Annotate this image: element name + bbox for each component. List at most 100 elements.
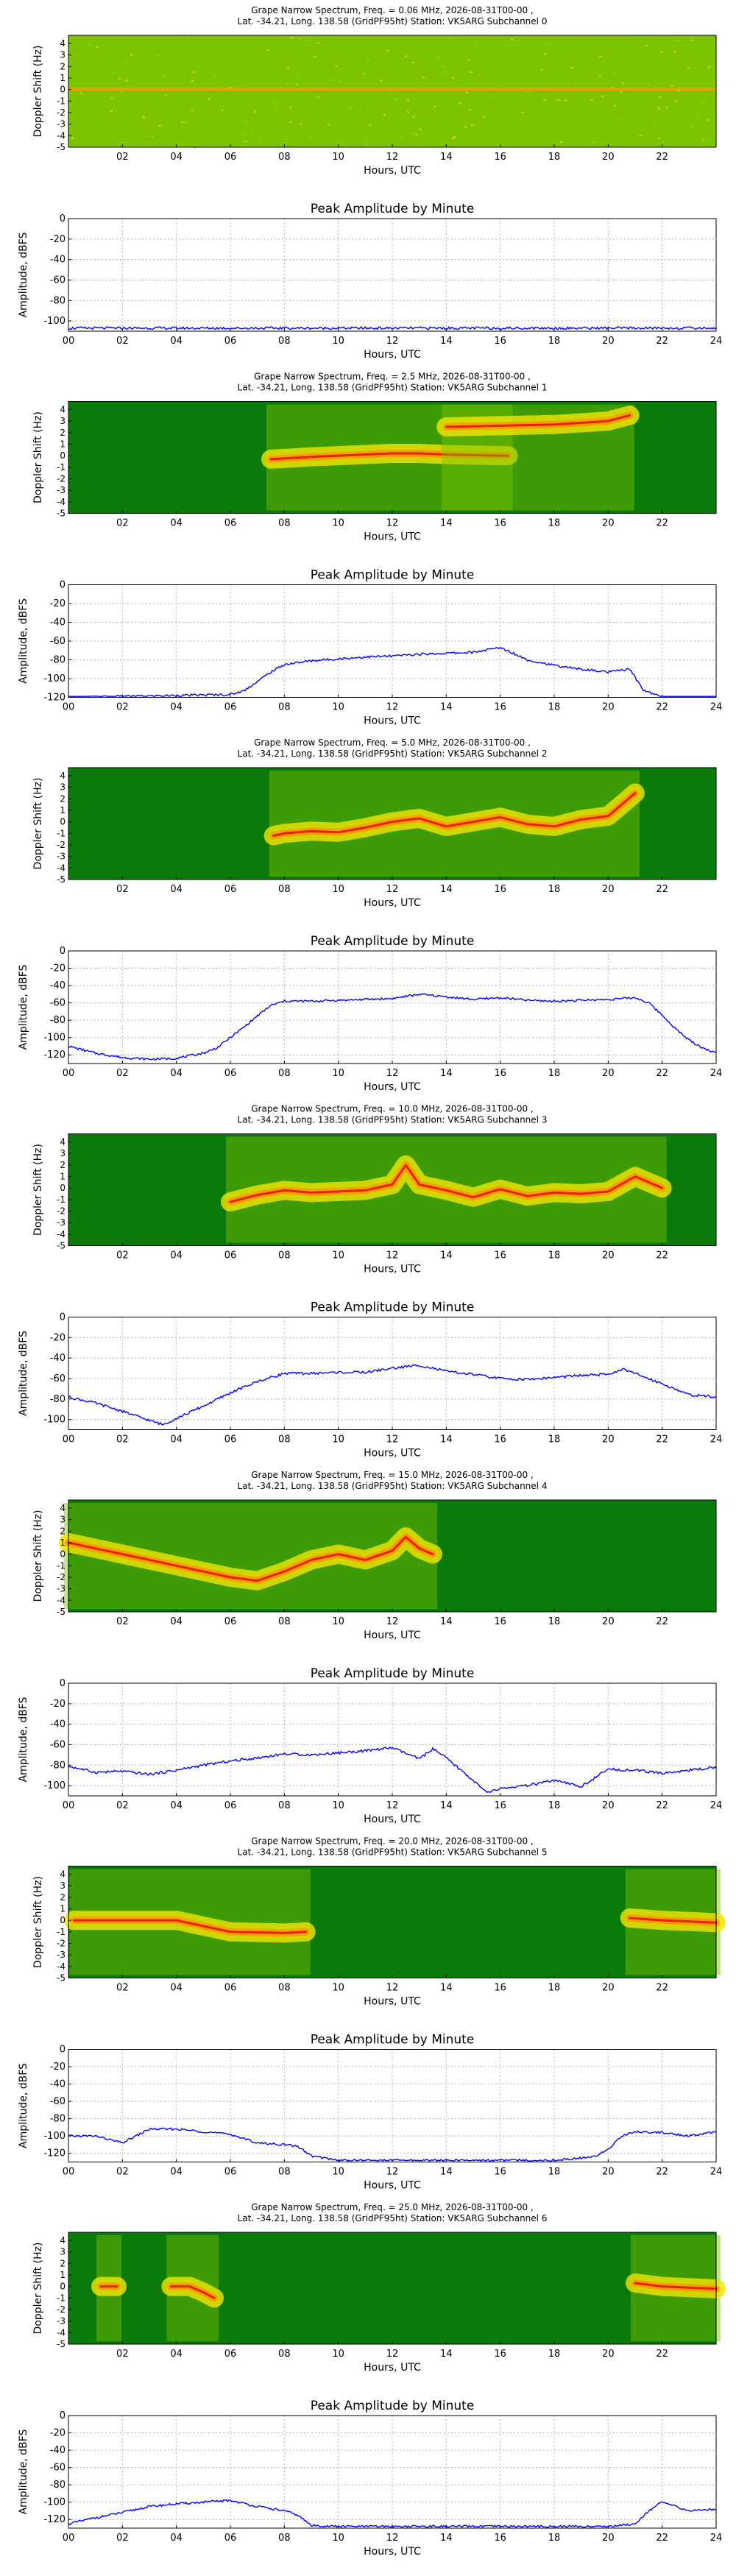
amplitude-xtick-label: 12 — [386, 2167, 399, 2178]
spectrogram-trace-core — [272, 792, 637, 837]
spectrogram-noise-speck — [442, 65, 445, 67]
amplitude-xtick-label: 02 — [116, 2167, 129, 2178]
spectrogram-xtick-label: 18 — [548, 152, 561, 163]
spectrogram-noise-speck — [659, 96, 662, 98]
spectrogram-noise-speck — [254, 110, 257, 113]
spectrogram-ytick-label: -2 — [57, 2304, 66, 2315]
spectrogram-noise-speck — [599, 55, 602, 57]
spectrogram-xtick-label: 06 — [224, 152, 237, 163]
spectrogram-noise-speck — [164, 94, 167, 96]
spectrogram-noise-speck — [452, 138, 455, 140]
spectrogram-ytick-label: -5 — [57, 142, 66, 152]
spectrogram-noise-speck — [687, 66, 690, 68]
spectrogram-noise-speck — [612, 87, 615, 89]
spectrogram-noise-speck — [478, 74, 481, 76]
amplitude-xtick-label: 02 — [116, 1434, 129, 1446]
spectrogram-noise-speck — [677, 90, 680, 92]
spectrogram-xtick-label: 22 — [656, 1983, 668, 1994]
spectrogram-xtick-label: 12 — [386, 1250, 399, 1262]
amplitude-ylabel: Amplitude, dBFS — [18, 232, 29, 317]
amplitude-xtick-label: 08 — [278, 2533, 291, 2544]
spectrogram-noise-speck — [411, 132, 414, 134]
spectrogram-noise-speck — [158, 124, 161, 127]
amplitude-xtick-label: 16 — [494, 1800, 506, 1811]
amplitude-xtick-label: 22 — [656, 1800, 668, 1811]
spectrogram-noise-speck — [406, 99, 409, 101]
spectrogram-noise-speck — [327, 124, 330, 126]
spectrogram-noise-speck — [284, 138, 287, 141]
spectrogram-noise-speck — [181, 121, 184, 123]
spectrogram-noise-speck — [703, 102, 706, 104]
spectrogram-xtick-label: 02 — [116, 2349, 129, 2360]
amplitude-xtick-label: 06 — [224, 1800, 237, 1811]
spectrogram-xtick-label: 12 — [386, 884, 399, 895]
spectrogram-ytick-label: 3 — [60, 2247, 66, 2257]
spectrogram-ytick-label: 2 — [60, 61, 66, 71]
spectrogram-ytick-label: -2 — [57, 107, 66, 118]
spectrogram-noise-speck — [181, 121, 184, 124]
spectrogram-noise-speck — [571, 67, 574, 69]
amplitude-ytick-label: -100 — [43, 316, 66, 327]
spectrogram-xlabel: Hours, UTC — [364, 531, 421, 543]
amplitude-xtick-label: 06 — [224, 336, 237, 347]
spectrogram-noise-speck — [620, 91, 623, 93]
spectrogram-xtick-label: 12 — [386, 2349, 399, 2360]
spectrogram-ytick-label: 1 — [60, 73, 66, 83]
spectrogram-xlabel: Hours, UTC — [364, 1630, 421, 1641]
amplitude-ytick-label: 0 — [60, 1678, 66, 1689]
spectrogram-ytick-label: -5 — [57, 2339, 66, 2349]
amplitude-ytick-label: 0 — [60, 946, 66, 957]
spectrogram-noise-speck — [328, 57, 331, 60]
spectrogram-ytick-label: -2 — [57, 473, 66, 484]
amplitude-ytick-label: -120 — [43, 693, 66, 704]
amplitude-xlabel: Hours, UTC — [364, 1081, 421, 1093]
spectrogram-ytick-label: -3 — [57, 1217, 66, 1228]
spectrogram-xtick-label: 20 — [602, 1983, 615, 1994]
spectrogram-noise-speck — [511, 38, 514, 40]
amplitude-xtick-label: 06 — [224, 2167, 237, 2178]
spectrogram-noise-speck — [367, 59, 370, 61]
spectrogram-xtick-label: 02 — [116, 884, 129, 895]
spectrogram-xtick-label: 22 — [656, 2349, 668, 2360]
spectrogram-noise-speck — [151, 135, 154, 138]
amplitude-ytick-label: -20 — [50, 1332, 66, 1343]
amplitude-xtick-label: 00 — [63, 1800, 75, 1811]
spectrogram-xtick-label: 04 — [170, 1250, 183, 1262]
spectrogram-xtick-label: 06 — [224, 1983, 237, 1994]
spectrogram-noise-speck — [216, 133, 219, 135]
amplitude-ytick-label: -100 — [43, 1033, 66, 1044]
spectrogram-title-line1: Grape Narrow Spectrum, Freq. = 10.0 MHz,… — [251, 1104, 533, 1114]
spectrogram-xtick-label: 22 — [656, 152, 668, 163]
spectrogram-ytick-label: -1 — [57, 828, 66, 838]
amplitude-xtick-label: 02 — [116, 1800, 129, 1811]
spectrogram-noise-speck — [130, 54, 133, 56]
amplitude-xtick-label: 20 — [602, 1800, 615, 1811]
panel-3: Grape Narrow Spectrum, Freq. = 10.0 MHz,… — [18, 1104, 722, 1459]
spectrogram-carrier-line — [68, 88, 716, 91]
spectrogram-noise-speck — [81, 77, 84, 79]
spectrogram-trace-core — [229, 1164, 664, 1203]
spectrogram-xtick-label: 08 — [278, 1250, 291, 1262]
amplitude-xtick-label: 06 — [224, 1434, 237, 1446]
spectrogram-xtick-label: 08 — [278, 518, 291, 529]
spectrogram-ytick-label: -2 — [57, 1572, 66, 1582]
spectrogram-noise-speck — [126, 85, 129, 88]
spectrogram-ytick-label: 4 — [60, 1503, 66, 1513]
spectrogram-xtick-label: 10 — [332, 1250, 344, 1262]
spectrogram-noise-speck — [342, 142, 344, 144]
amplitude-xtick-label: 02 — [116, 336, 129, 347]
amplitude-xtick-label: 12 — [386, 336, 399, 347]
amplitude-xtick-label: 00 — [63, 1434, 75, 1446]
spectrogram-ytick-label: 1 — [60, 805, 66, 815]
spectrogram-noise-speck — [394, 99, 397, 101]
spectrogram-xtick-label: 04 — [170, 152, 183, 163]
spectrogram-noise-speck — [464, 126, 467, 128]
spectrogram-ytick-label: 0 — [60, 450, 66, 461]
spectrogram-ytick-label: -3 — [57, 852, 66, 862]
spectrogram-xtick-label: 04 — [170, 884, 183, 895]
amplitude-xtick-label: 00 — [63, 702, 75, 713]
amplitude-ytick-label: 0 — [60, 580, 66, 591]
spectrogram-noise-speck — [222, 86, 225, 88]
spectrogram-noise-speck — [289, 110, 291, 112]
